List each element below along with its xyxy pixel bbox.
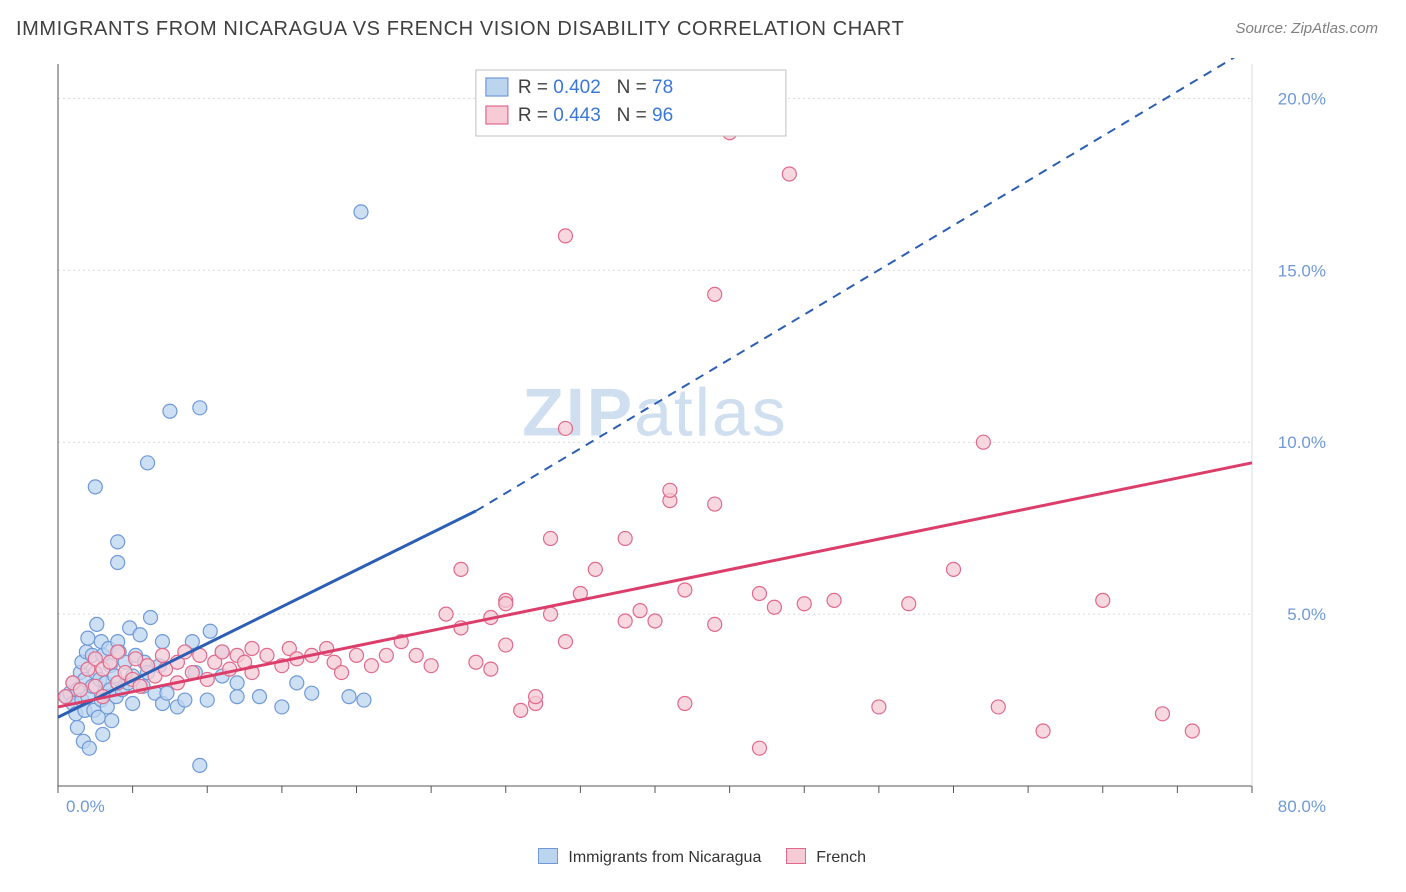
scatter-plot-svg: ZIPatlas 5.0% 10.0% 15.0% 20.0% 0.0% 80.0% R = …: [52, 58, 1332, 828]
svg-text:0.0%: 0.0%: [66, 797, 105, 816]
svg-text:R = 0.402 N = 78: R = 0.402 N = 78: [518, 77, 673, 98]
svg-text:15.0%: 15.0%: [1278, 261, 1326, 280]
x-axis-legend: Immigrants from Nicaragua French: [52, 848, 1332, 867]
svg-text:20.0%: 20.0%: [1278, 89, 1326, 108]
legend-swatch-french: [786, 848, 806, 864]
legend-label-french: French: [816, 849, 866, 866]
svg-text:5.0%: 5.0%: [1287, 605, 1326, 624]
svg-text:ZIPatlas: ZIPatlas: [522, 374, 787, 450]
svg-text:R = 0.443 N = 96: R = 0.443 N = 96: [518, 105, 673, 126]
svg-text:10.0%: 10.0%: [1278, 433, 1326, 452]
legend-swatch-nicaragua: [538, 848, 558, 864]
svg-text:80.0%: 80.0%: [1278, 797, 1326, 816]
chart-title: IMMIGRANTS FROM NICARAGUA VS FRENCH VISI…: [16, 18, 904, 41]
source-label: Source: ZipAtlas.com: [1235, 20, 1378, 37]
chart-container: IMMIGRANTS FROM NICARAGUA VS FRENCH VISI…: [0, 0, 1406, 892]
plot-area: ZIPatlas 5.0% 10.0% 15.0% 20.0% 0.0% 80.0% R = …: [52, 58, 1332, 828]
legend-label-nicaragua: Immigrants from Nicaragua: [568, 849, 761, 866]
